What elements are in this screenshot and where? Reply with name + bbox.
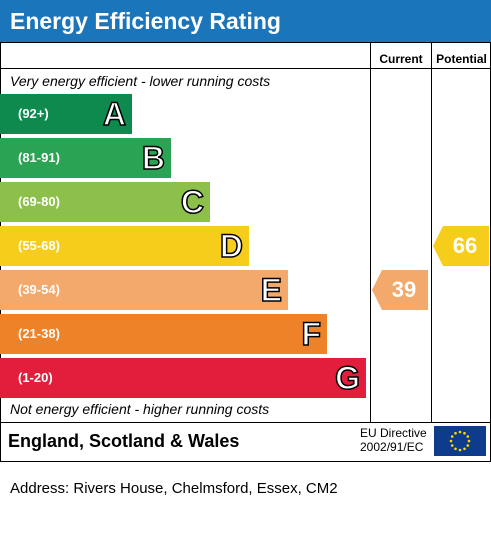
address-text: Address: Rivers House, Chelmsford, Essex…	[10, 480, 338, 497]
eu-star-icon	[450, 444, 454, 447]
band-letter-f: F	[301, 315, 322, 353]
band-letter-a: A	[102, 95, 127, 133]
band-range-b: (81-91)	[18, 150, 60, 165]
band-d: (55-68) D	[0, 226, 249, 266]
potential-rating-arrow: 66	[433, 226, 489, 266]
current-rating-arrow: 39	[372, 270, 428, 310]
band-letter-g: G	[334, 359, 360, 397]
band-letter-b: B	[141, 139, 166, 177]
band-b: (81-91) B	[0, 138, 171, 178]
header-divider	[0, 68, 491, 69]
potential-column-divider	[431, 42, 432, 422]
eu-star-icon	[454, 447, 457, 451]
band-f: (21-38) F	[0, 314, 327, 354]
eu-star-icon	[463, 447, 466, 451]
band-letter-d: D	[219, 227, 244, 265]
bottom-caption: Not energy efficient - higher running co…	[10, 401, 270, 417]
band-letter-c: C	[180, 183, 205, 221]
footer-divider	[0, 422, 491, 423]
page-title: Energy Efficiency Rating	[0, 0, 491, 42]
eu-star-icon	[463, 431, 466, 435]
band-e: (39-54) E	[0, 270, 288, 310]
eu-star-icon	[466, 444, 470, 447]
eu-star-icon	[449, 439, 453, 443]
band-range-g: (1-20)	[18, 370, 53, 385]
band-g: (1-20) G	[0, 358, 366, 398]
band-c: (69-80) C	[0, 182, 210, 222]
potential-rating-value: 66	[452, 233, 478, 258]
eu-star-icon	[458, 430, 462, 434]
band-a: (92+) A	[0, 94, 132, 134]
band-range-c: (69-80)	[18, 194, 60, 209]
current-header: Current	[379, 52, 423, 66]
eu-flag-icon	[434, 426, 486, 456]
eu-star-icon	[467, 439, 471, 443]
band-range-f: (21-38)	[18, 326, 60, 341]
current-column-divider	[370, 42, 371, 422]
band-range-e: (39-54)	[18, 282, 60, 297]
eu-star-icon	[458, 448, 462, 452]
eu-star-icon	[454, 431, 457, 435]
eu-star-icon	[450, 435, 454, 438]
top-caption: Very energy efficient - lower running co…	[10, 73, 271, 89]
current-rating-value: 39	[391, 277, 417, 302]
band-letter-e: E	[260, 271, 283, 309]
eu-star-icon	[466, 435, 470, 438]
region-label: England, Scotland & Wales	[8, 431, 240, 451]
eu-directive: EU Directive 2002/91/EC	[360, 426, 432, 454]
band-range-a: (92+)	[18, 106, 49, 121]
potential-header: Potential	[436, 52, 487, 66]
directive-line2: 2002/91/EC	[360, 440, 424, 454]
directive-line1: EU Directive	[360, 426, 427, 440]
band-range-d: (55-68)	[18, 238, 60, 253]
